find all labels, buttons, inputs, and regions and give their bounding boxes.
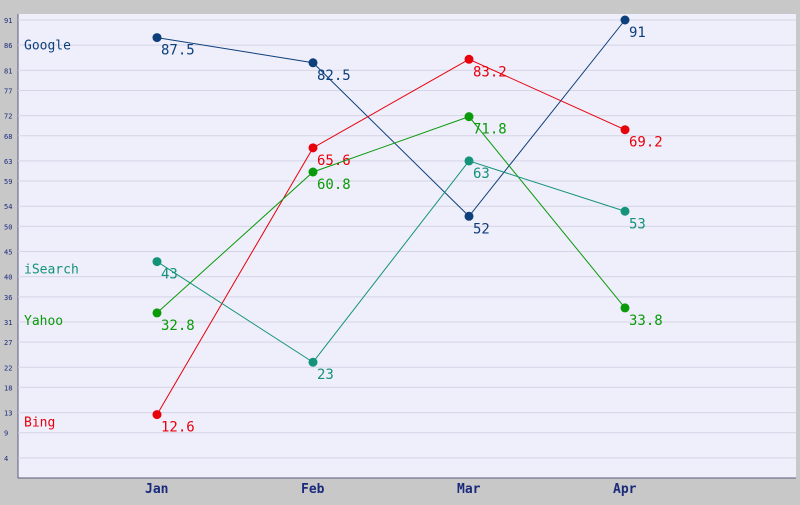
y-tick-label: 68 [4,133,12,141]
series-isearch: 43 23 63 53 [152,156,646,383]
legend-label: iSearch [24,263,79,278]
data-point [152,257,162,267]
data-point [464,54,474,64]
y-tick-label: 13 [4,410,12,418]
data-point [464,112,474,122]
data-label: 52 [473,221,490,237]
x-tick-label: Feb [301,482,325,497]
y-tick-label: 54 [4,203,12,211]
series-line [156,116,626,314]
y-tick-label: 27 [4,339,12,347]
data-point [308,143,318,153]
y-tick-label: 4 [4,455,8,463]
x-tick-label: Mar [457,482,481,497]
data-label: 60.8 [317,177,351,193]
y-tick-label: 22 [4,364,12,372]
y-tick-label: 86 [4,42,12,50]
data-label: 43 [161,267,178,283]
x-tick-label: Jan [145,482,168,497]
series-lines: 87.5 82.5 52 91 12.6 65.6 83.2 69.2 32.8 60.8 71.8… [152,15,663,436]
gridlines [18,19,796,459]
x-tick-label: Apr [613,482,637,497]
data-label: 32.8 [161,318,195,334]
y-tick-label: 59 [4,178,12,186]
data-point [308,167,318,177]
legend-label: Google [24,39,71,54]
y-tick-label: 91 [4,17,12,25]
data-label: 71.8 [473,122,507,138]
y-tick-label: 77 [4,87,12,95]
data-point [620,125,630,135]
data-point [152,410,162,420]
data-label: 53 [629,216,646,232]
data-point [308,357,318,367]
y-tick-label: 81 [4,67,12,75]
series-line [156,160,626,363]
series-yahoo: 32.8 60.8 71.8 33.8 [152,112,663,334]
data-point [152,33,162,43]
legend-label: Yahoo [24,314,63,329]
data-point [308,58,318,68]
y-tick-label: 72 [4,113,12,121]
data-label: 63 [473,166,490,182]
data-point [152,308,162,318]
plot-area [18,14,796,478]
data-label: 65.6 [317,153,351,169]
legend: Google Bing Yahoo iSearch [24,39,79,431]
data-point [464,211,474,221]
data-label: 33.8 [629,313,663,329]
data-point [620,206,630,216]
y-tick-label: 50 [4,223,12,231]
series-bing: 12.6 65.6 83.2 69.2 [152,54,663,436]
y-tick-label: 18 [4,384,12,392]
data-label: 12.6 [161,420,195,436]
data-label: 83.2 [473,64,507,80]
data-label: 87.5 [161,43,195,59]
data-label: 23 [317,367,334,383]
legend-label: Bing [24,416,55,431]
data-point [464,156,474,166]
data-label: 91 [629,25,646,41]
data-point [620,303,630,313]
series-line [156,58,626,415]
data-label: 82.5 [317,68,351,84]
y-tick-label: 63 [4,158,12,166]
y-tick-labels: 4 9 13 18 22 27 31 36 40 45 50 54 59 63 68 72 77 81 86 91 [4,17,12,463]
y-tick-label: 31 [4,319,12,327]
y-tick-label: 40 [4,274,12,282]
y-tick-label: 9 [4,430,8,438]
data-point [620,15,630,25]
series-google: 87.5 82.5 52 91 [152,15,646,237]
y-tick-label: 36 [4,294,12,302]
x-tick-labels: Jan Feb Mar Apr [145,482,637,497]
data-label: 69.2 [629,135,663,151]
y-tick-label: 45 [4,249,12,257]
series-line [156,19,626,218]
